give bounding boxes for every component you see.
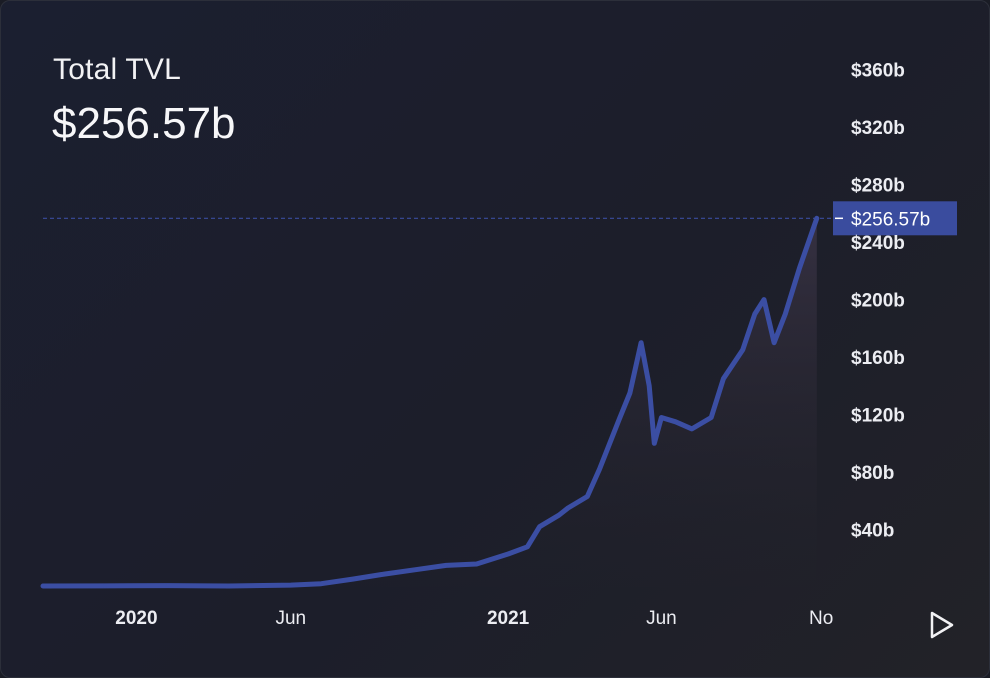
tvl-data-point	[288, 583, 293, 588]
y-tick-label: $320b	[851, 118, 905, 139]
tvl-data-point	[689, 426, 694, 431]
tvl-data-point	[709, 415, 714, 420]
y-tick-label: $40b	[851, 521, 894, 542]
current-value-badge	[833, 201, 957, 236]
tvl-data-point	[659, 415, 664, 420]
tvl-area-fill	[43, 218, 817, 588]
tvl-data-point	[752, 312, 757, 316]
tvl-data-point	[639, 340, 644, 345]
tvl-data-point	[585, 494, 590, 499]
tvl-data-point	[597, 467, 602, 472]
y-tick-label: $80b	[851, 463, 894, 484]
tvl-data-point	[382, 572, 387, 577]
tvl-data-point	[319, 581, 324, 586]
tvl-data-point	[721, 376, 726, 381]
tvl-data-point	[566, 506, 570, 510]
x-tick-label: 2021	[487, 608, 530, 629]
tvl-data-point	[772, 340, 777, 345]
tvl-data-point	[797, 266, 802, 270]
tvl-data-point	[444, 563, 449, 568]
x-tick-label: No	[809, 608, 833, 629]
y-tick-label: $160b	[851, 348, 905, 369]
x-tick-label: 2020	[115, 608, 157, 629]
tvl-data-point	[525, 544, 530, 549]
tvl-data-point	[165, 583, 170, 588]
y-tick-label: $360b	[851, 61, 905, 82]
tvl-data-point	[350, 577, 355, 582]
play-icon	[930, 611, 954, 639]
chart-title: Total TVL	[53, 53, 181, 86]
y-tick-label: $280b	[851, 176, 905, 197]
tvl-data-point	[556, 513, 561, 518]
current-value-label: $256.57b	[851, 209, 930, 230]
x-tick-label: Jun	[646, 608, 677, 629]
x-tick-label: Jun	[275, 608, 306, 629]
tvl-data-point	[102, 583, 107, 588]
y-tick-label: $120b	[851, 406, 905, 427]
tvl-data-point	[474, 562, 479, 566]
tvl-data-point	[783, 312, 788, 316]
tvl-data-point	[412, 567, 417, 572]
tvl-data-point	[652, 441, 657, 446]
tvl-data-point	[762, 297, 766, 302]
tvl-data-point	[41, 584, 45, 588]
tvl-data-point	[740, 347, 745, 352]
tvl-data-point	[627, 391, 632, 395]
tvl-data-point	[616, 418, 621, 423]
tvl-data-point	[647, 383, 652, 388]
y-tick-label: $200b	[851, 291, 905, 312]
tvl-data-point	[537, 524, 542, 529]
tvl-data-point	[506, 552, 511, 556]
total-tvl-value: $256.57b	[52, 99, 236, 148]
tvl-data-point	[673, 419, 678, 424]
y-tick-label: $240b	[851, 233, 905, 254]
play-button[interactable]	[925, 609, 957, 641]
tvl-data-point	[226, 584, 231, 588]
